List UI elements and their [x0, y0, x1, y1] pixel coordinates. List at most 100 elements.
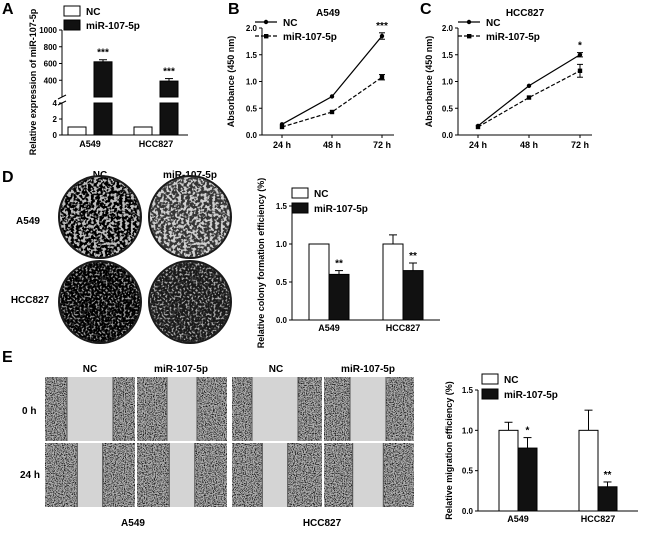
legend-swatch-mir [291, 202, 309, 214]
significance-mark: * [578, 41, 582, 52]
scratch-row-0h: 0 h [22, 406, 36, 417]
panel-letter-e: E [2, 349, 13, 366]
category-label: HCC827 [139, 139, 174, 149]
x-tick-label: 24 h [273, 140, 291, 150]
legend-swatch-mir [481, 388, 499, 400]
y-tick-label: 1000 [39, 26, 57, 35]
legend-marker-nc [466, 19, 472, 25]
colony-row-hcc827: HCC827 [11, 295, 50, 306]
x-tick-label: 24 h [469, 140, 487, 150]
y-tick-label: 0 [53, 131, 58, 140]
point-mir [379, 75, 385, 80]
scratch-col-nc-2: NC [269, 364, 283, 375]
bar-mir-lower-a549 [93, 102, 113, 136]
category-label: A549 [79, 139, 101, 149]
significance-mark: ** [604, 470, 612, 481]
bar-mir-a549 [328, 273, 350, 321]
y-tick-label: 0.5 [442, 104, 454, 113]
significance-mark: *** [97, 48, 109, 59]
scratch-tile [232, 377, 322, 441]
line-nc [477, 54, 581, 127]
scratch-gap [169, 443, 195, 507]
significance-mark: *** [163, 67, 175, 78]
bar-mir-hcc827 [597, 486, 618, 512]
legend-swatch-nc [63, 5, 81, 17]
bar-mir-hcc827 [402, 270, 424, 321]
point-mir [577, 68, 583, 73]
y-tick-label: 4 [53, 99, 58, 108]
scratch-gap [252, 377, 298, 441]
legend-label-mir: miR-107-5p [283, 32, 337, 43]
bar-nc-hcc827 [133, 126, 153, 136]
scratch-tile [232, 443, 322, 507]
point-nc [577, 52, 583, 57]
y-tick-label: 0.5 [246, 104, 258, 113]
scratch-gap [77, 443, 103, 507]
scratch-tile [45, 377, 135, 441]
bar-nc-a549 [67, 126, 87, 136]
panel-letter-a: A [2, 1, 14, 18]
colony-plate-hcc827-mir [148, 260, 232, 344]
y-tick-label: 1.0 [462, 426, 474, 435]
panel-letter-c: C [420, 1, 432, 18]
bar-nc-a549 [498, 429, 519, 512]
bar-nc-hcc827 [382, 243, 404, 321]
colony-plate-hcc827-nc [58, 260, 142, 344]
axis-break-mark [57, 94, 67, 100]
legend-label-mir: miR-107-5p [314, 204, 368, 215]
category-label: A549 [318, 323, 340, 333]
y-tick-label: 2.0 [246, 24, 258, 33]
category-label: HCC827 [581, 514, 616, 524]
scratch-images: NC miR-107-5p NC miR-107-5p 0 h 24 h A54… [20, 364, 414, 529]
legend-swatch-nc [291, 187, 309, 199]
scratch-tile [324, 377, 414, 441]
y-tick-label: 400 [44, 76, 58, 85]
scratch-tile [45, 443, 135, 507]
legend-marker-nc [263, 19, 269, 25]
scratch-col-nc-1: NC [83, 364, 97, 375]
point-nc [379, 33, 385, 39]
y-tick-label: 800 [44, 43, 58, 52]
y-axis-label: Relative colony formation efficiency (%) [256, 178, 266, 349]
x-tick-label: 48 h [520, 140, 538, 150]
x-tick-label: 72 h [571, 140, 589, 150]
category-label: A549 [507, 514, 529, 524]
significance-mark: *** [376, 21, 388, 32]
bar-nc-hcc827 [578, 429, 599, 512]
scratch-tile [324, 443, 414, 507]
chart-title: A549 [316, 8, 340, 19]
colony-plate-a549-mir [148, 175, 232, 259]
x-tick-label: 72 h [373, 140, 391, 150]
y-axis-label: Relative migration efficiency (%) [444, 381, 454, 520]
y-tick-label: 1.5 [462, 386, 474, 395]
y-tick-label: 0.5 [276, 278, 288, 287]
colony-images: NC miR-107-5p A549 HCC827 [11, 170, 232, 344]
chart-e: 0.0 0.5 1.0 1.5 Relative migration efficienc… [444, 373, 638, 524]
y-tick-label: 600 [44, 60, 58, 69]
scratch-row-24h: 24 h [20, 470, 40, 481]
scratch-gap [352, 443, 384, 507]
chart-c: HCC827 0.0 0.5 1.0 1.5 2.0 Absorbance (450 nm)… [424, 8, 592, 150]
scratch-col-mir-1: miR-107-5p [154, 364, 208, 375]
point-mir [526, 95, 532, 100]
point-nc [526, 83, 532, 88]
legend-label-nc: NC [314, 189, 328, 200]
point-nc [329, 94, 335, 99]
y-tick-label: 0.5 [462, 467, 474, 476]
chart-b: A549 0.0 0.5 1.0 1.5 2.0 Absorbance (450 nm) 24… [226, 8, 394, 150]
panel-letter-b: B [228, 1, 240, 18]
bar-mir-a549 [517, 447, 538, 512]
point-mir [279, 124, 285, 130]
y-tick-label: 1.5 [442, 51, 454, 60]
scratch-label-hcc827: HCC827 [303, 518, 342, 529]
line-mir [281, 76, 383, 128]
legend-label-mir: miR-107-5p [486, 32, 540, 43]
y-tick-label: 1.5 [246, 51, 258, 60]
bar-mir-lower-hcc827 [159, 102, 179, 136]
y-tick-label: 1.5 [276, 202, 288, 211]
bar-mir-upper-hcc827 [159, 80, 179, 98]
legend-label-mir: miR-107-5p [504, 390, 558, 401]
line-mir [477, 70, 581, 128]
significance-mark: ** [335, 259, 343, 270]
